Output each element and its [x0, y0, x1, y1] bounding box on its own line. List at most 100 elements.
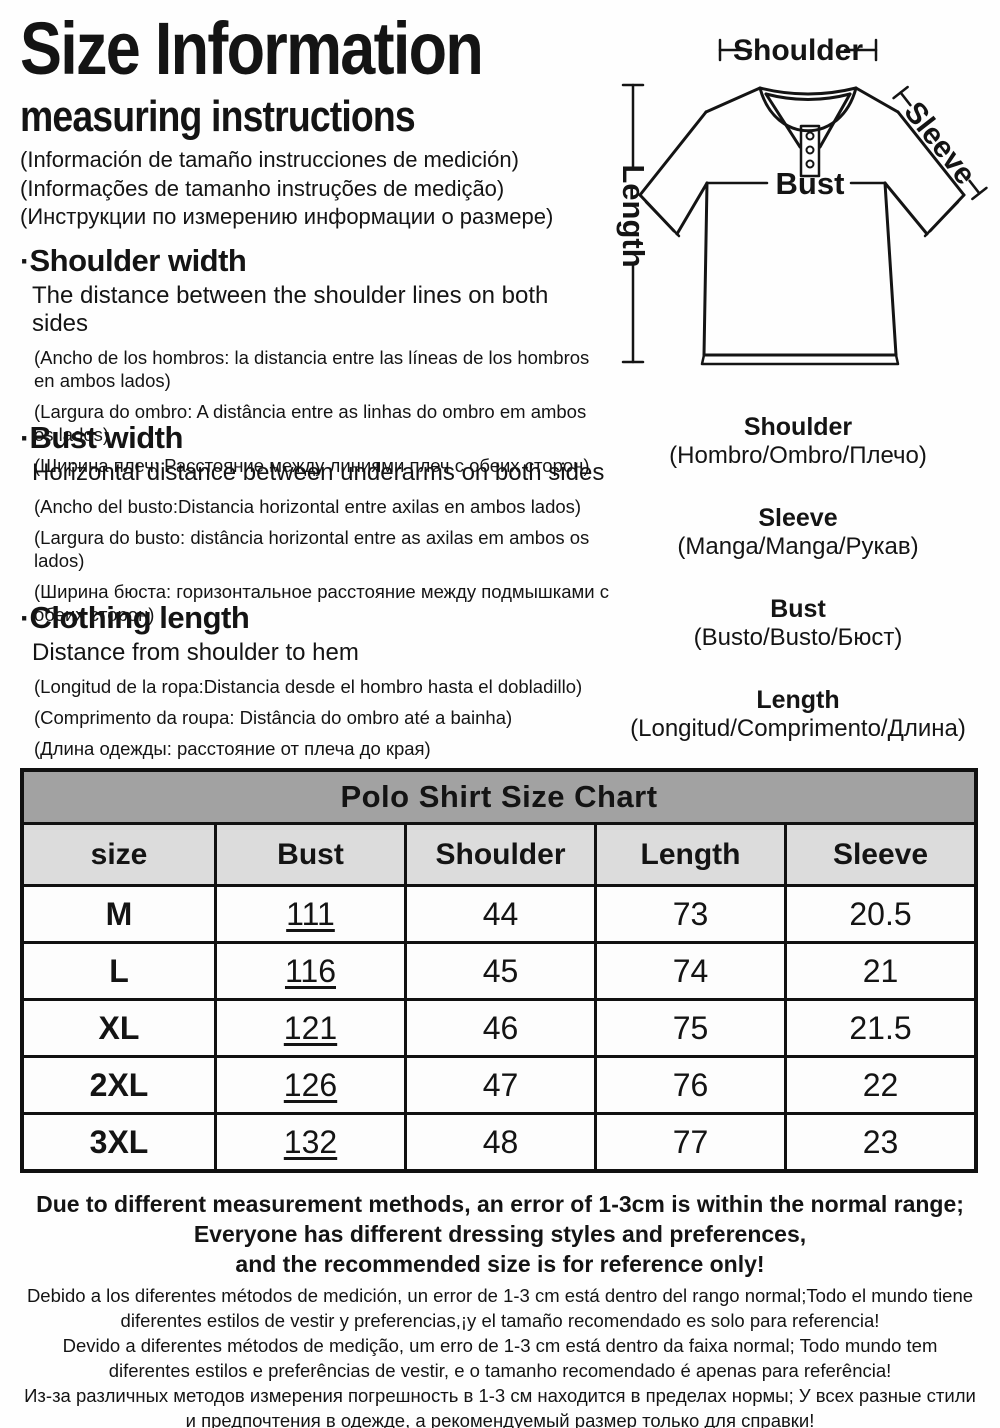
column-header-bust: Bust	[214, 825, 404, 884]
polo-shirt-diagram: Shoulder Length Sleeve	[595, 20, 1000, 390]
measure-label-legend: Shoulder (Hombro/Ombro/Плечо) Sleeve (Ma…	[600, 412, 996, 776]
sleeve-cell: 20.5	[784, 884, 974, 941]
section-translation-ru: (Ширина плеч: Расстояние между линиями п…	[34, 455, 590, 476]
shoulder-cell: 45	[404, 941, 594, 998]
measure-name: Sleeve	[758, 504, 838, 532]
length-diagram-label: Length	[616, 164, 651, 267]
note-line: diferentes estilos de vestir y preferenc…	[120, 1310, 880, 1331]
measure-name: Length	[756, 686, 840, 714]
section-heading: ·Bust width	[20, 418, 610, 459]
section-heading-text: Shoulder width	[29, 243, 247, 278]
bust-cell: 126	[214, 1055, 404, 1112]
section-translation-ru: (Ширина бюста: горизонтальное расстояние…	[34, 581, 609, 625]
subtitle-translations: (Información de tamaño instrucciones de …	[20, 146, 620, 232]
section-description: Distance from shoulder to hem	[32, 639, 359, 666]
sleeve-cell: 23	[784, 1112, 974, 1169]
section-bust-width: ·Bust width Horizontal distance between …	[20, 418, 610, 626]
note-line: Debido a los diferentes métodos de medic…	[26, 1285, 974, 1306]
length-cell: 77	[594, 1112, 784, 1169]
measure-translation: (Longitud/Comprimento/Длина)	[630, 715, 966, 742]
length-cell: 76	[594, 1055, 784, 1112]
page-subtitle: measuring instructions	[20, 92, 416, 141]
page-title: Size Information	[20, 7, 484, 90]
subtitle-translation-es: (Información de tamaño instrucciones de …	[20, 147, 519, 172]
size-cell: M	[24, 884, 214, 941]
note-line: Everyone has different dressing styles a…	[193, 1221, 807, 1247]
bust-cell: 121	[214, 998, 404, 1055]
note-line: и предпочтения в одежде, а рекомендуемый…	[185, 1410, 815, 1428]
section-heading: ·Shoulder width	[20, 241, 610, 282]
section-heading-text: Clothing length	[29, 600, 250, 635]
sleeve-diagram-label: Sleeve	[897, 96, 982, 191]
section-translation-es: (Ancho de los hombros: la distancia entr…	[34, 347, 590, 391]
section-translation-pt: (Largura do busto: distância horizontal …	[34, 527, 590, 571]
size-cell: XL	[24, 998, 214, 1055]
length-cell: 75	[594, 998, 784, 1055]
length-cell: 73	[594, 884, 784, 941]
bust-cell: 116	[214, 941, 404, 998]
shoulder-cell: 47	[404, 1055, 594, 1112]
section-heading-text: Bust width	[29, 420, 184, 455]
bust-cell: 111	[214, 884, 404, 941]
polo-shirt-icon: Shoulder Length Sleeve	[616, 34, 988, 366]
bust-cell: 132	[214, 1112, 404, 1169]
note-english: Due to different measurement methods, an…	[20, 1189, 980, 1279]
section-shoulder-width: ·Shoulder width The distance between the…	[20, 241, 610, 477]
note-line: Из-за различных методов измерения погреш…	[24, 1385, 976, 1406]
size-cell: 3XL	[24, 1112, 214, 1169]
measure-translation: (Hombro/Ombro/Плечо)	[669, 442, 927, 469]
section-description: The distance between the shoulder lines …	[32, 282, 549, 337]
note-line: Due to different measurement methods, an…	[36, 1191, 964, 1217]
shoulder-diagram-label: Shoulder	[733, 34, 863, 67]
measure-name: Bust	[770, 595, 826, 623]
bust-measure-line: Bust	[705, 166, 887, 201]
sleeve-cell: 21.5	[784, 998, 974, 1055]
sleeve-cell: 22	[784, 1055, 974, 1112]
length-measure-line: Length	[616, 83, 651, 364]
shoulder-measure-bracket: Shoulder	[718, 34, 878, 67]
subtitle-translation-ru: (Инструкции по измерению информации о ра…	[20, 204, 554, 229]
section-translation-es: (Ancho del busto:Distancia horizontal en…	[34, 496, 582, 517]
size-cell: 2XL	[24, 1055, 214, 1112]
shoulder-cell: 44	[404, 884, 594, 941]
measure-label-bust: Bust (Busto/Busto/Бюст)	[600, 594, 996, 652]
section-clothing-length: ·Clothing length Distance from shoulder …	[20, 598, 610, 760]
measure-label-length: Length (Longitud/Comprimento/Длина)	[600, 685, 996, 743]
column-header-sleeve: Sleeve	[784, 825, 974, 884]
note-line: and the recommended size is for referenc…	[235, 1251, 765, 1277]
column-header-size: size	[24, 825, 214, 884]
header: Size Information measuring instructions …	[20, 6, 620, 232]
section-translation-ru: (Длина одежды: расстояние от плеча до кр…	[34, 738, 431, 759]
table-row: 3XL 132 48 77 23	[24, 1112, 974, 1169]
sleeve-cell: 21	[784, 941, 974, 998]
column-header-length: Length	[594, 825, 784, 884]
size-chart-table: Polo Shirt Size Chart size Bust Shoulder…	[20, 768, 978, 1173]
subtitle-translation-pt: (Informações de tamanho instruções de me…	[20, 175, 505, 201]
table-row: XL 121 46 75 21.5	[24, 998, 974, 1055]
measure-translation: (Busto/Busto/Бюст)	[693, 624, 903, 651]
table-row: M 111 44 73 20.5	[24, 884, 974, 941]
section-translation-pt: (Comprimento da roupa: Distância do ombr…	[34, 707, 513, 728]
measure-label-sleeve: Sleeve (Manga/Manga/Рукав)	[600, 503, 996, 561]
shirt-outline	[638, 86, 966, 366]
section-description: Horizontal distance between underarms on…	[32, 459, 605, 486]
length-cell: 74	[594, 941, 784, 998]
bullet-dot: ·	[20, 245, 30, 278]
shoulder-cell: 46	[404, 998, 594, 1055]
bullet-dot: ·	[20, 602, 30, 635]
measure-name: Shoulder	[743, 413, 853, 441]
section-heading: ·Clothing length	[20, 598, 610, 639]
measure-translation: (Manga/Manga/Рукав)	[677, 533, 919, 560]
size-cell: L	[24, 941, 214, 998]
table-row: 2XL 126 47 76 22	[24, 1055, 974, 1112]
bullet-dot: ·	[20, 422, 30, 455]
note-spanish: Debido a los diferentes métodos de medic…	[20, 1283, 980, 1333]
measure-label-shoulder: Shoulder (Hombro/Ombro/Плечо)	[600, 412, 996, 470]
size-chart-header-row: size Bust Shoulder Length Sleeve	[24, 825, 974, 884]
table-row: L 116 45 74 21	[24, 941, 974, 998]
size-chart-title: Polo Shirt Size Chart	[24, 772, 974, 825]
sleeve-measure-bracket: Sleeve	[892, 85, 988, 201]
shoulder-cell: 48	[404, 1112, 594, 1169]
bust-diagram-label: Bust	[776, 166, 845, 201]
